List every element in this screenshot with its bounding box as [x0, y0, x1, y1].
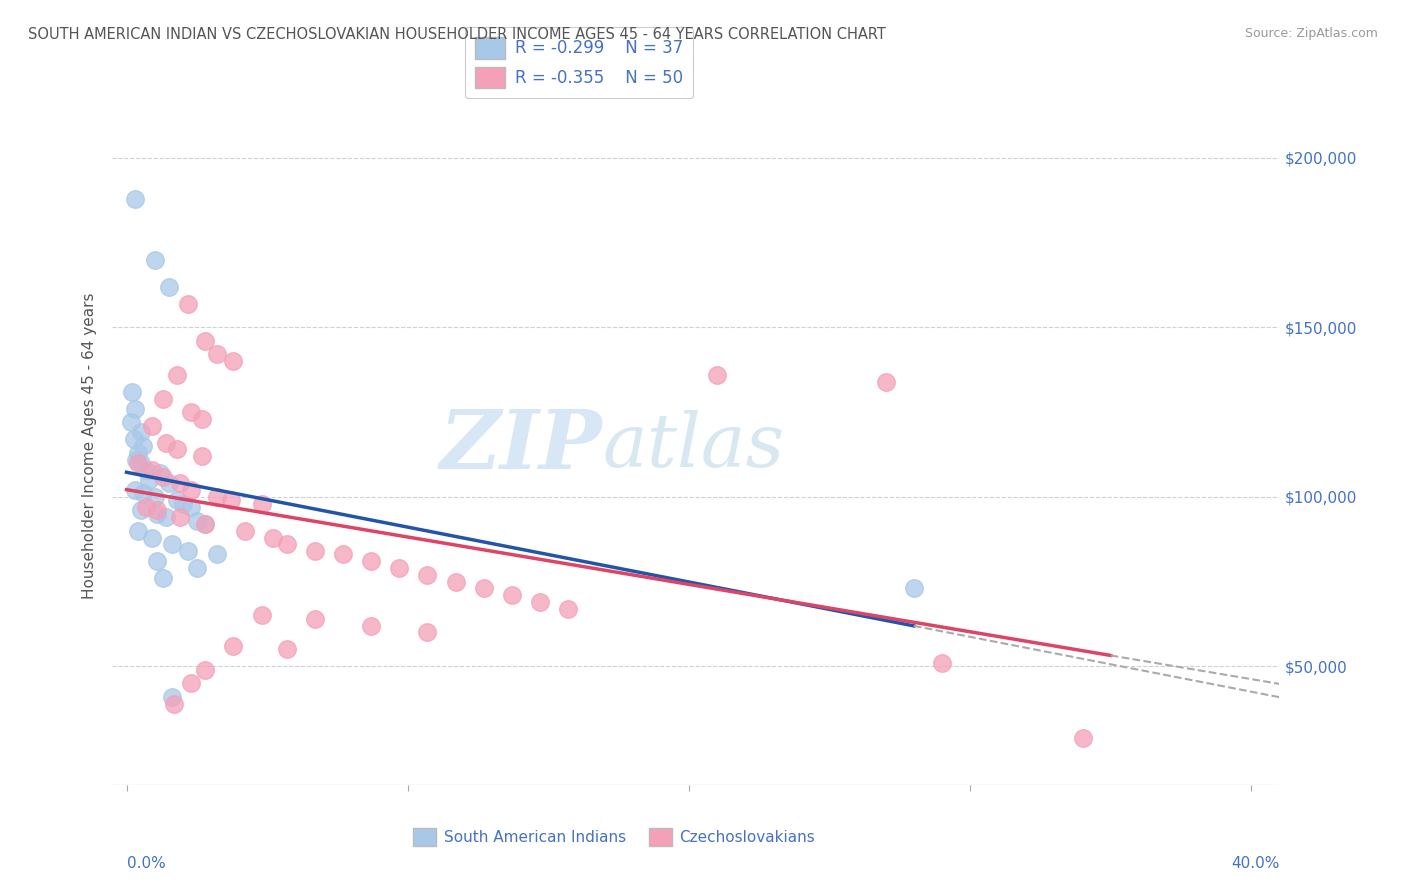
Point — [127, 456, 149, 470]
Point — [138, 473, 160, 487]
Point — [304, 612, 326, 626]
Point — [194, 663, 217, 677]
Point — [222, 354, 245, 368]
Text: 40.0%: 40.0% — [1232, 856, 1279, 871]
Point — [166, 493, 188, 508]
Point — [1071, 731, 1094, 745]
Text: ZIP: ZIP — [440, 406, 603, 486]
Point — [129, 456, 152, 470]
Point — [262, 531, 284, 545]
Point — [332, 548, 354, 562]
Point — [444, 574, 467, 589]
Point — [129, 425, 152, 440]
Point — [160, 537, 183, 551]
Point — [194, 516, 217, 531]
Point — [132, 486, 155, 500]
Point — [121, 384, 143, 399]
Point — [180, 676, 202, 690]
Point — [304, 544, 326, 558]
Point — [127, 446, 149, 460]
Point — [157, 279, 180, 293]
Point — [124, 401, 146, 416]
Point — [152, 392, 174, 406]
Point — [529, 595, 551, 609]
Point — [191, 449, 214, 463]
Point — [141, 463, 163, 477]
Point — [219, 493, 242, 508]
Point — [125, 452, 148, 467]
Point — [501, 588, 523, 602]
Point — [191, 412, 214, 426]
Point — [180, 500, 202, 514]
Point — [903, 582, 925, 596]
Text: atlas: atlas — [603, 409, 785, 483]
Point — [177, 544, 200, 558]
Point — [155, 435, 177, 450]
Point — [172, 497, 194, 511]
Point — [205, 347, 228, 361]
Point — [180, 483, 202, 497]
Point — [155, 510, 177, 524]
Point — [931, 656, 953, 670]
Point — [163, 697, 186, 711]
Legend: South American Indians, Czechoslovakians: South American Indians, Czechoslovakians — [408, 822, 821, 852]
Point — [141, 531, 163, 545]
Point — [177, 296, 200, 310]
Point — [205, 490, 228, 504]
Y-axis label: Householder Income Ages 45 - 64 years: Householder Income Ages 45 - 64 years — [82, 293, 97, 599]
Point — [135, 463, 157, 477]
Point — [194, 516, 217, 531]
Text: SOUTH AMERICAN INDIAN VS CZECHOSLOVAKIAN HOUSEHOLDER INCOME AGES 45 - 64 YEARS C: SOUTH AMERICAN INDIAN VS CZECHOSLOVAKIAN… — [28, 27, 886, 42]
Point — [416, 625, 439, 640]
Point — [129, 503, 152, 517]
Point — [276, 537, 298, 551]
Point — [146, 503, 169, 517]
Point — [146, 507, 169, 521]
Point — [250, 497, 273, 511]
Point — [166, 368, 188, 382]
Point — [416, 567, 439, 582]
Point — [120, 415, 142, 429]
Point — [124, 192, 146, 206]
Point — [276, 642, 298, 657]
Point — [222, 639, 245, 653]
Point — [166, 442, 188, 457]
Point — [180, 405, 202, 419]
Point — [135, 500, 157, 514]
Point — [706, 368, 728, 382]
Point — [122, 432, 145, 446]
Point — [157, 476, 180, 491]
Point — [152, 571, 174, 585]
Point — [143, 252, 166, 267]
Point — [186, 514, 208, 528]
Point — [194, 334, 217, 348]
Point — [169, 510, 191, 524]
Point — [875, 375, 897, 389]
Point — [149, 466, 172, 480]
Point — [388, 561, 411, 575]
Point — [472, 582, 495, 596]
Point — [146, 554, 169, 568]
Point — [124, 483, 146, 497]
Point — [205, 548, 228, 562]
Point — [143, 490, 166, 504]
Point — [186, 561, 208, 575]
Point — [169, 476, 191, 491]
Point — [360, 618, 382, 632]
Point — [141, 418, 163, 433]
Point — [360, 554, 382, 568]
Point — [233, 524, 256, 538]
Point — [557, 601, 579, 615]
Point — [250, 608, 273, 623]
Point — [132, 439, 155, 453]
Point — [127, 524, 149, 538]
Point — [160, 690, 183, 704]
Point — [152, 469, 174, 483]
Text: 0.0%: 0.0% — [127, 856, 166, 871]
Text: Source: ZipAtlas.com: Source: ZipAtlas.com — [1244, 27, 1378, 40]
